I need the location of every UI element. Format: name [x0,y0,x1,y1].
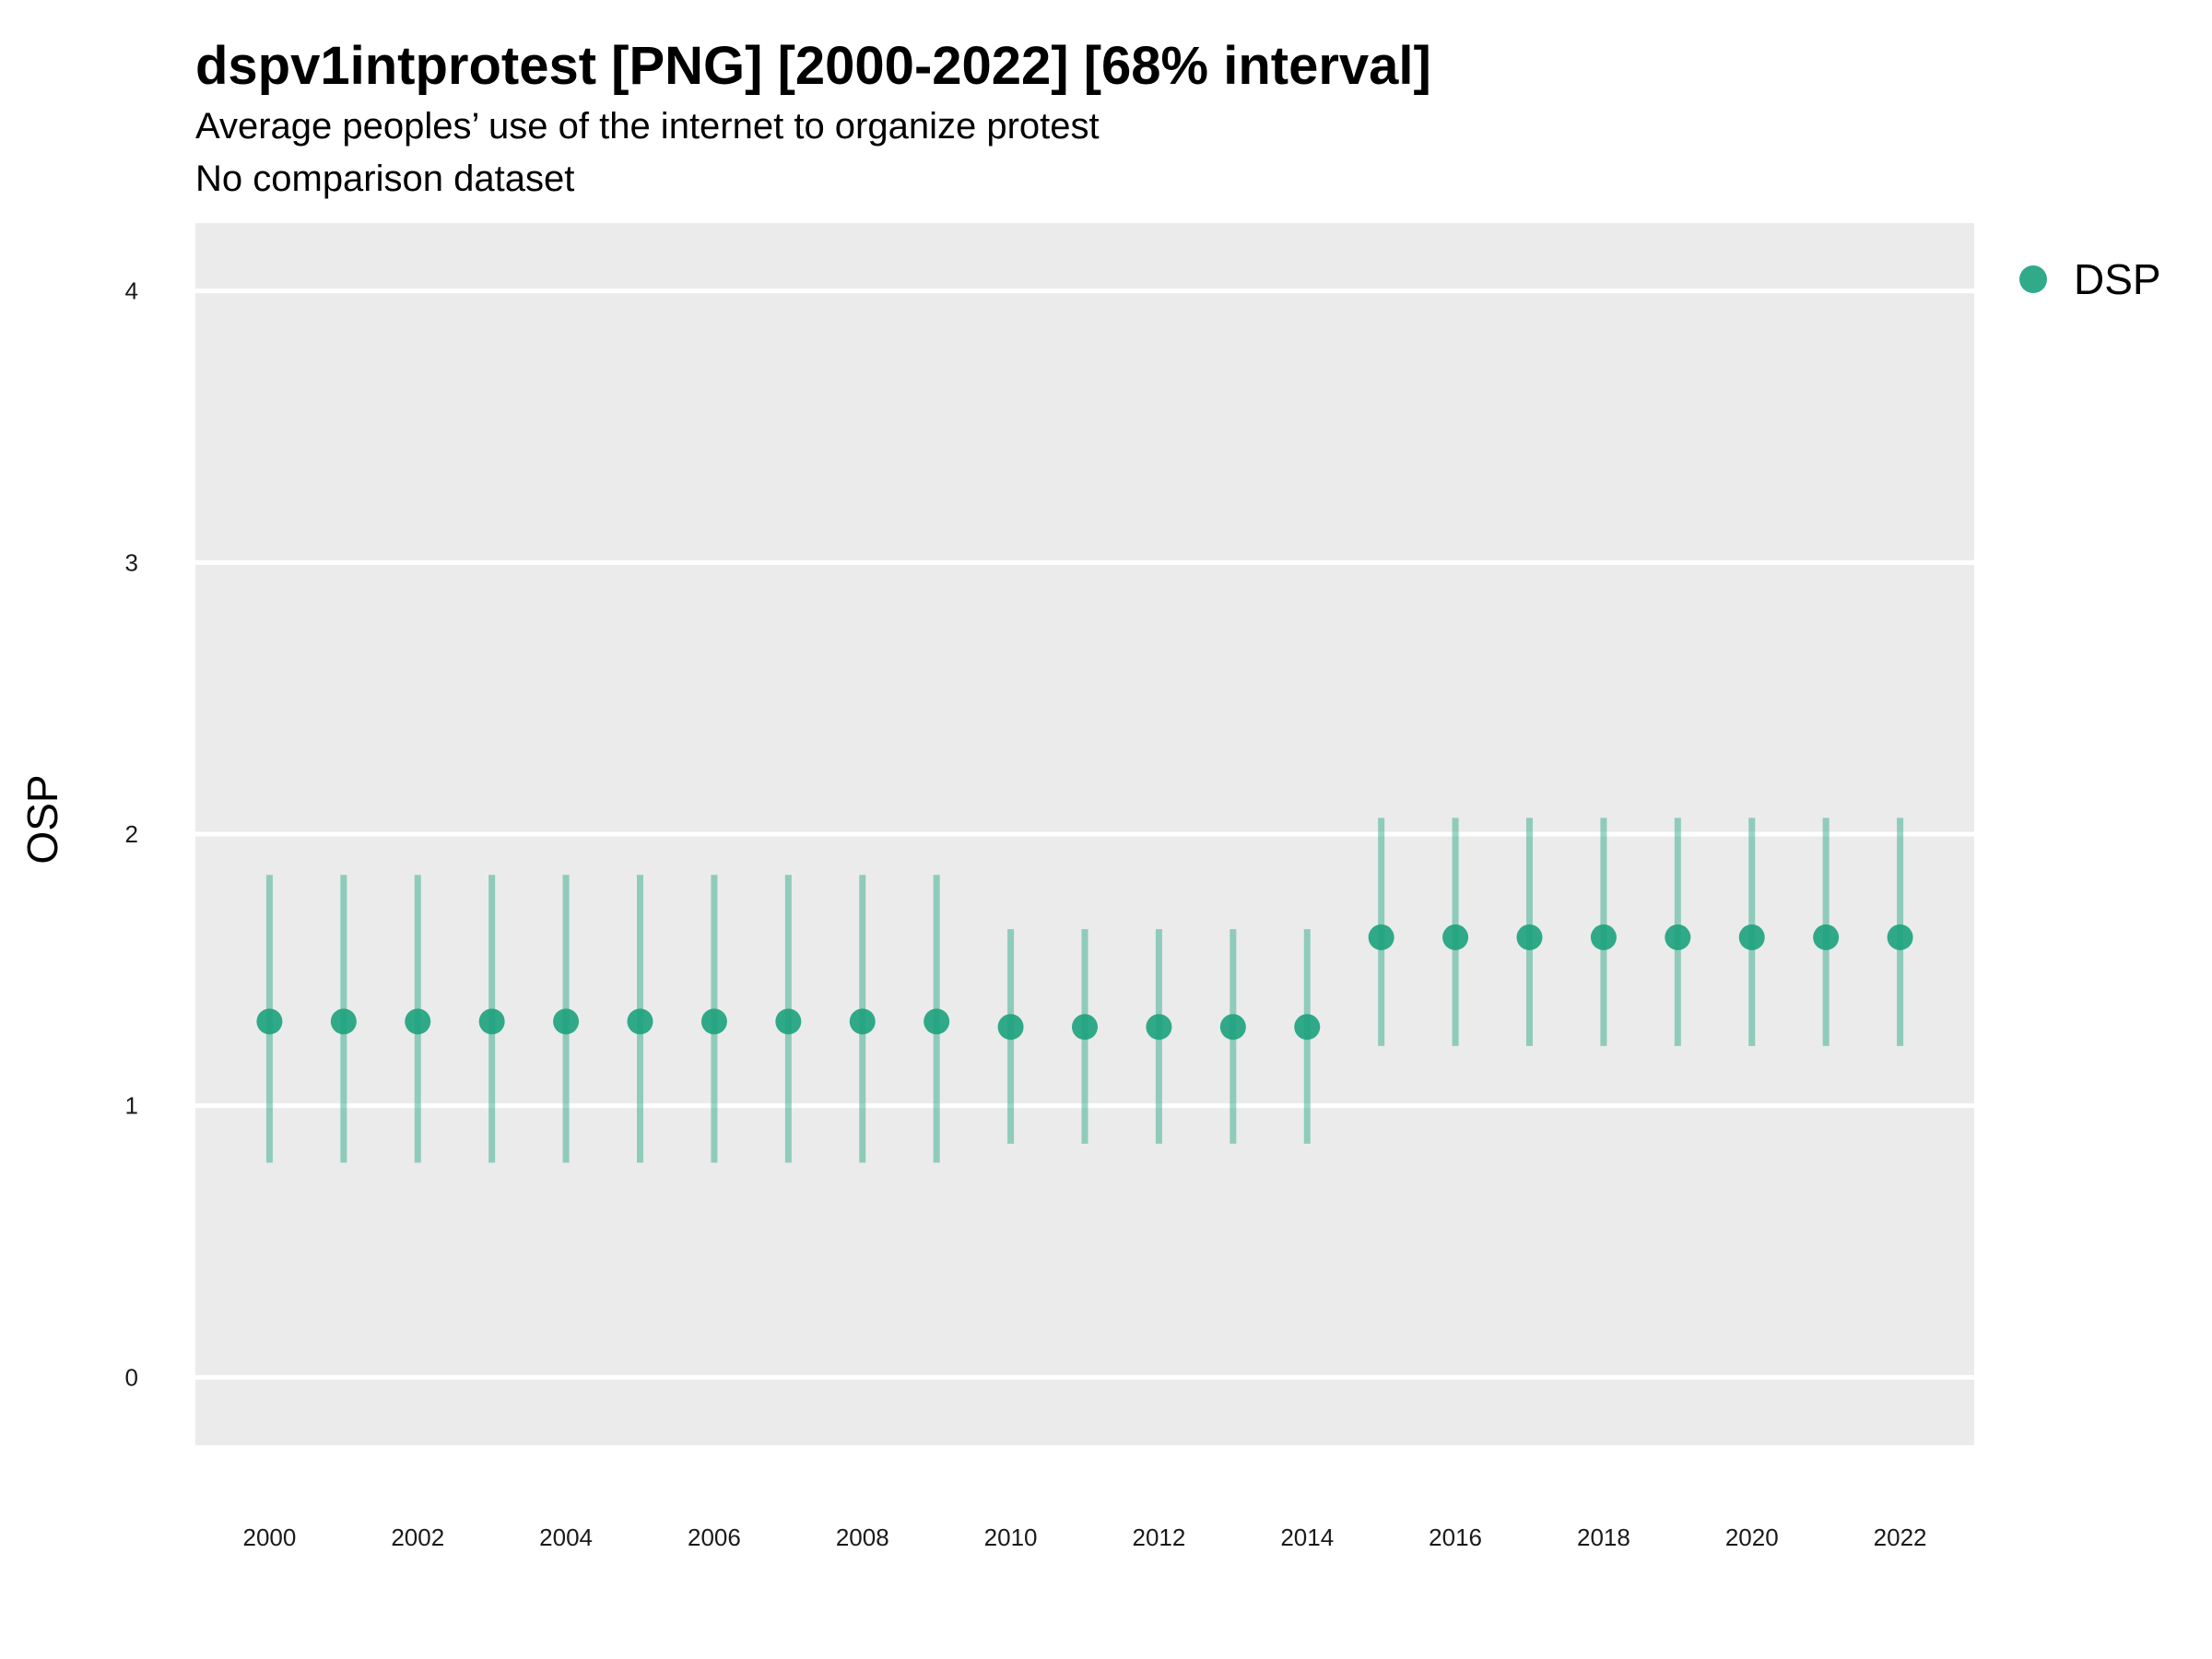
point-2001 [330,1008,357,1035]
point-2020 [1738,924,1765,950]
point-2005 [627,1008,653,1035]
x-tick-label: 2022 [1874,1524,1927,1551]
point-2011 [1072,1014,1098,1041]
point-2007 [775,1008,802,1035]
y-axis: 0 1 2 3 4 [125,277,138,1392]
point-2021 [1813,924,1840,950]
point-2015 [1368,924,1394,950]
x-tick-label: 2018 [1577,1524,1630,1551]
chart-title: dspv1intprotest [PNG] [2000-2022] [68% i… [195,36,1431,96]
point-2019 [1665,924,1691,950]
x-tick-label: 2012 [1132,1524,1185,1551]
y-tick-label: 4 [125,277,138,305]
legend-key-dsp [2019,265,2047,293]
x-tick-label: 2008 [836,1524,889,1551]
x-tick-label: 2004 [539,1524,593,1551]
x-tick-label: 2006 [688,1524,741,1551]
point-2008 [849,1008,876,1035]
x-axis: 2000 2002 2004 2006 2008 2010 2012 2014 2016 2018… [242,1524,1926,1551]
y-tick-label: 3 [125,548,138,576]
chart-caption: No comparison dataset [195,159,575,199]
legend: DSP [2019,255,2161,303]
point-2022 [1887,924,1913,950]
y-axis-title: OSP [18,774,66,864]
legend-label-dsp: DSP [2074,255,2161,303]
y-tick-label: 1 [125,1092,138,1120]
y-tick-label: 2 [125,820,138,848]
point-2004 [553,1008,580,1035]
point-2018 [1590,924,1617,950]
y-tick-label: 0 [125,1363,138,1391]
point-2014 [1294,1014,1321,1041]
x-tick-label: 2010 [984,1524,1038,1551]
point-2010 [997,1014,1024,1041]
point-2006 [700,1008,727,1035]
gridlines [195,288,1974,1380]
point-2009 [924,1008,950,1035]
data-series [256,818,1913,1163]
x-tick-label: 2014 [1280,1524,1334,1551]
point-2000 [256,1008,283,1035]
chart-subtitle: Average peoples’ use of the internet to … [195,106,1100,147]
point-2002 [405,1008,431,1035]
x-tick-label: 2002 [391,1524,444,1551]
point-2017 [1516,924,1543,950]
point-2013 [1219,1014,1246,1041]
point-2003 [478,1008,505,1035]
point-2012 [1146,1014,1172,1041]
point-2016 [1442,924,1469,950]
x-tick-label: 2020 [1725,1524,1779,1551]
x-tick-label: 2016 [1429,1524,1482,1551]
x-tick-label: 2000 [242,1524,296,1551]
